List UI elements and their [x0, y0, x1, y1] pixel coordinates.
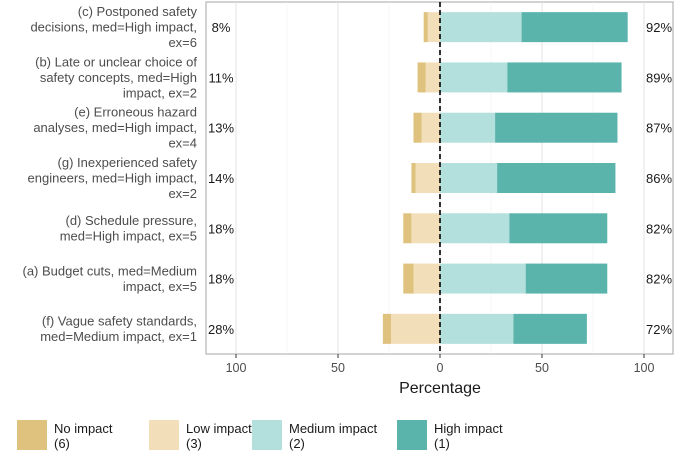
- bar-no-impact: [423, 12, 428, 43]
- category-label: (e) Erroneous hazard: [74, 105, 197, 120]
- bar-low-impact: [413, 263, 440, 294]
- category-label: engineers, med=High impact,: [28, 171, 197, 186]
- bar-high-impact: [495, 112, 618, 143]
- left-percent-label: 28%: [208, 322, 234, 337]
- category-label: (a) Budget cuts, med=Medium: [23, 263, 198, 278]
- bar-no-impact: [382, 313, 392, 344]
- category-label: impact, ex=2: [123, 85, 197, 100]
- bar-medium-impact: [440, 313, 514, 344]
- bar-low-impact: [427, 12, 440, 43]
- legend-label: Medium impact: [289, 421, 378, 436]
- right-percent-label: 87%: [646, 121, 672, 136]
- category-label: safety concepts, med=High: [40, 70, 197, 85]
- plot-panel: 8% 92% 11% 89% 13% 87% 14% 86% 18% 82% 18% 82% 28% 72…: [205, 1, 674, 355]
- bar-medium-impact: [440, 62, 508, 93]
- right-percent-label: 92%: [646, 20, 672, 35]
- bar-low-impact: [411, 213, 440, 244]
- x-tick-label: 100: [226, 361, 247, 375]
- legend: No impact(6) Low impact(3) Medium impact(2…: [17, 420, 503, 451]
- legend-code: (1): [434, 436, 450, 451]
- bar-low-impact: [421, 112, 440, 143]
- category-label: ex=2: [168, 186, 197, 201]
- category-label: analyses, med=High impact,: [33, 120, 197, 135]
- x-tick-label: 100: [634, 361, 655, 375]
- bar-medium-impact: [440, 112, 496, 143]
- category-label: (f) Vague safety standards,: [42, 314, 197, 329]
- legend-label: No impact: [54, 421, 113, 436]
- bar-medium-impact: [440, 263, 526, 294]
- bar-high-impact: [509, 213, 608, 244]
- x-axis-title: Percentage: [399, 380, 481, 397]
- right-percent-label: 82%: [646, 221, 672, 236]
- x-tick-label: 50: [331, 361, 345, 375]
- bar-medium-impact: [440, 12, 522, 43]
- category-label: ex=4: [168, 136, 197, 151]
- legend-label: Low impact: [186, 421, 252, 436]
- category-label: (b) Late or unclear choice of: [35, 54, 197, 69]
- left-percent-label: 18%: [208, 221, 234, 236]
- right-percent-label: 86%: [646, 171, 672, 186]
- x-tick-label: 50: [535, 361, 549, 375]
- category-label: med=High impact, ex=5: [60, 229, 197, 244]
- legend-label: High impact: [434, 421, 503, 436]
- category-label: impact, ex=5: [123, 279, 197, 294]
- bar-low-impact: [425, 62, 440, 93]
- bar-medium-impact: [440, 213, 510, 244]
- legend-swatch: [17, 420, 47, 450]
- bar-no-impact: [403, 263, 414, 294]
- left-percent-label: 14%: [208, 171, 234, 186]
- category-label: decisions, med=High impact,: [30, 20, 197, 35]
- bar-high-impact: [513, 313, 587, 344]
- x-axis: 100 50 0 50 100: [226, 354, 655, 375]
- bar-no-impact: [403, 213, 412, 244]
- category-label: (c) Postponed safety: [78, 4, 198, 19]
- left-percent-label: 8%: [212, 20, 231, 35]
- legend-swatch: [252, 420, 282, 450]
- category-label: ex=6: [168, 35, 197, 50]
- left-percent-label: 18%: [208, 272, 234, 287]
- category-label: (g) Inexperienced safety: [58, 155, 198, 170]
- right-percent-label: 89%: [646, 70, 672, 85]
- bar-low-impact: [415, 163, 440, 193]
- bar-high-impact: [525, 263, 608, 294]
- bar-high-impact: [521, 12, 628, 43]
- bar-low-impact: [391, 313, 440, 344]
- legend-code: (3): [186, 436, 202, 451]
- left-percent-label: 11%: [208, 70, 233, 85]
- legend-code: (2): [289, 436, 305, 451]
- legend-code: (6): [54, 436, 70, 451]
- category-label: med=Medium impact, ex=1: [40, 329, 197, 344]
- bar-no-impact: [411, 163, 416, 193]
- left-percent-label: 13%: [208, 121, 234, 136]
- legend-swatch: [397, 420, 427, 450]
- bar-no-impact: [417, 62, 426, 93]
- bar-high-impact: [507, 62, 622, 93]
- right-percent-label: 72%: [646, 322, 672, 337]
- legend-swatch: [149, 420, 179, 450]
- right-percent-label: 82%: [646, 272, 672, 287]
- category-label: (d) Schedule pressure,: [65, 213, 197, 228]
- bar-no-impact: [413, 112, 422, 143]
- bar-high-impact: [497, 163, 616, 193]
- bar-medium-impact: [440, 163, 498, 193]
- x-tick-label: 0: [437, 361, 444, 375]
